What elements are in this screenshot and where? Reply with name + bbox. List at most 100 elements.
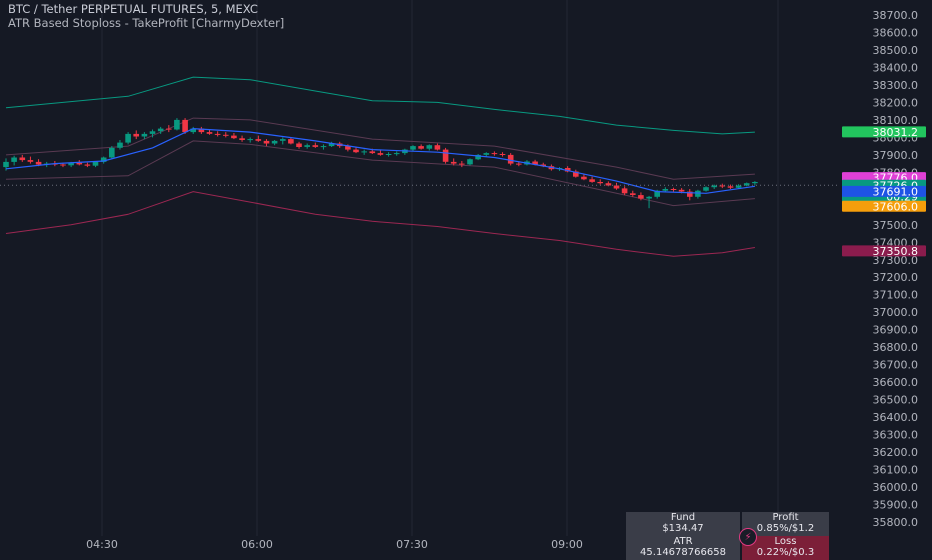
candle-body [695, 190, 701, 197]
candle-body [516, 163, 522, 165]
candle-body [141, 133, 148, 137]
profit-value: 0.85%/$1.2 [756, 523, 815, 534]
candle-body [573, 171, 579, 177]
candle-body [719, 185, 726, 187]
candle-body [459, 163, 465, 165]
price-badge [842, 200, 926, 212]
candle-body [361, 151, 367, 153]
candle-body [296, 143, 302, 147]
atr-label: ATR [673, 536, 693, 547]
price-badge [842, 245, 926, 257]
y-axis-tick-label: 36800.0 [873, 341, 919, 354]
price-badge-label: 37606.0 [873, 200, 919, 213]
candle-body [605, 183, 612, 186]
candle-body [68, 162, 74, 166]
fund-cell-bg [626, 512, 740, 536]
price-badge-label: 38031.2 [873, 126, 919, 139]
profit-label: Profit [772, 512, 799, 523]
candle-body [190, 128, 196, 133]
price-badge [842, 126, 926, 138]
candle-body [589, 179, 595, 182]
ema-line [5, 127, 755, 194]
y-axis-tick-label: 38200.0 [873, 96, 919, 109]
candle-body [646, 196, 652, 199]
x-axis-tick-label: 09:00 [551, 538, 583, 550]
candle-body [581, 176, 587, 180]
y-axis-tick-label: 37200.0 [873, 271, 919, 284]
candle-body [157, 128, 164, 132]
candle-body [133, 133, 139, 137]
y-axis-tick-label: 35800.0 [873, 516, 919, 529]
candle-body [654, 190, 660, 197]
candle-body [670, 189, 677, 190]
price-badge [842, 185, 926, 197]
fund-label: Fund [670, 512, 696, 523]
candle-body [19, 157, 26, 161]
y-axis-tick-label: 38500.0 [873, 44, 919, 57]
candle-body [450, 161, 457, 164]
candle-body [11, 157, 17, 162]
candle-body [687, 191, 693, 197]
candle-body [418, 146, 424, 149]
candle-body [564, 168, 571, 172]
candle-body [532, 161, 538, 165]
candle-body [280, 139, 286, 141]
candle-body [149, 131, 156, 134]
candle-body [125, 133, 131, 143]
indicator-title[interactable]: ATR Based Stoploss - TakeProfit [CharmyD… [8, 16, 285, 30]
candle-body [727, 186, 734, 188]
candle-body [271, 140, 278, 144]
y-axis-tick-label: 36600.0 [873, 376, 919, 389]
y-axis-tick-label: 37500.0 [873, 219, 919, 232]
candle-body [483, 153, 490, 155]
candle-body [752, 182, 758, 184]
fund-value: $134.47 [662, 523, 704, 534]
y-axis-tick-label: 36200.0 [873, 446, 919, 459]
candle-body [499, 154, 506, 155]
candle-body [174, 119, 180, 130]
y-axis-tick-label: 35900.0 [873, 499, 919, 512]
candle-body [206, 132, 213, 134]
y-axis-tick-label: 37000.0 [873, 306, 919, 319]
candle-body [345, 146, 351, 150]
symbol-title[interactable]: BTC / Tether PERPETUAL FUTURES, 5, MEXC [8, 2, 258, 16]
candle-body [214, 133, 221, 135]
y-axis-tick-label: 37900.0 [873, 149, 919, 162]
candle-body [3, 161, 9, 168]
y-axis-tick-label: 37100.0 [873, 289, 919, 302]
candle-body [353, 149, 359, 153]
candle-body [410, 146, 416, 150]
candle-body [597, 182, 603, 184]
candle-body [60, 164, 66, 166]
candle-body [166, 128, 172, 130]
price-badge-label: 37350.8 [873, 245, 919, 258]
candle-body [507, 154, 514, 164]
candle-body [92, 161, 99, 166]
candle-body [475, 154, 481, 160]
candle-body [434, 145, 441, 150]
candle-body [263, 140, 270, 144]
y-axis-tick-label: 37300.0 [873, 254, 919, 267]
y-axis-tick-label: 38700.0 [873, 9, 919, 22]
y-axis-tick-label: 38600.0 [873, 27, 919, 40]
inner-lower-band-line [5, 140, 755, 207]
candle-body [621, 188, 628, 194]
profit-cell-bg [742, 512, 829, 536]
candle-body [223, 134, 229, 136]
candle-body [231, 135, 237, 139]
candle-body [239, 138, 245, 140]
y-axis-tick-label: 36900.0 [873, 324, 919, 337]
candle-body [540, 164, 546, 167]
lower-band-line [5, 191, 755, 257]
x-axis-tick-label: 04:30 [86, 538, 118, 550]
candle-body [711, 185, 717, 188]
candle-body [288, 139, 294, 144]
candle-body [613, 185, 620, 189]
loss-value: 0.22%/$0.3 [756, 547, 815, 558]
y-axis-tick-label: 36400.0 [873, 411, 919, 424]
y-axis-tick-label: 38400.0 [873, 61, 919, 74]
y-axis-tick-label: 36700.0 [873, 359, 919, 372]
lightning-icon[interactable]: ⚡ [739, 528, 757, 546]
